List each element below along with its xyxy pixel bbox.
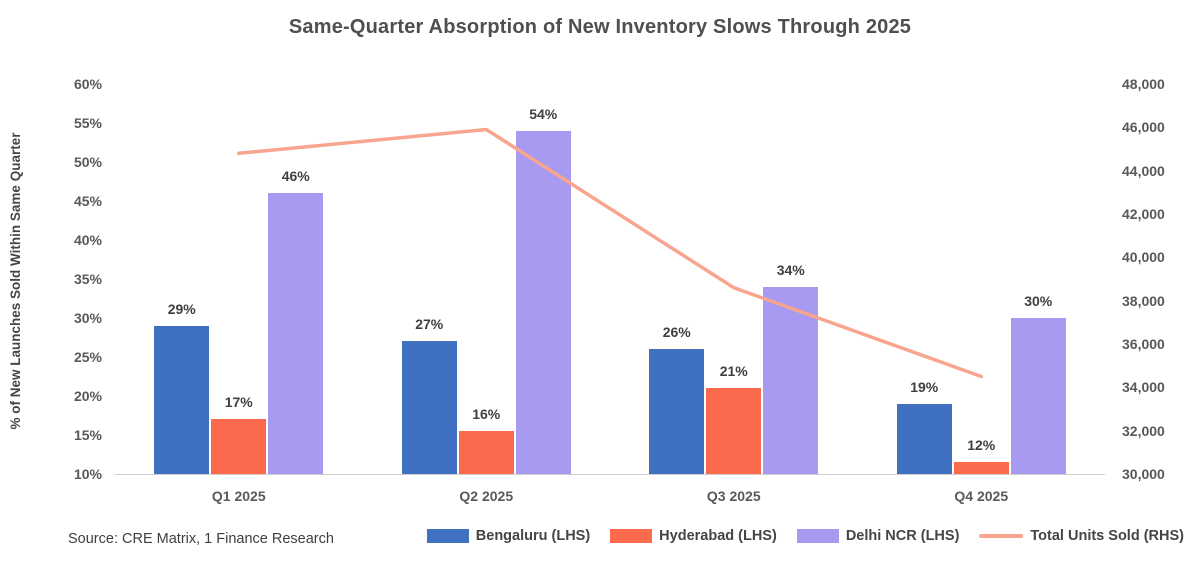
legend-line-icon [979,534,1024,538]
plot-area [115,84,1105,475]
legend-item: Total Units Sold (RHS) [979,528,1184,544]
source-note: Source: CRE Matrix, 1 Finance Research [68,531,334,547]
left-axis-tick: 25% [73,349,102,365]
x-axis-label: Q1 2025 [211,488,266,504]
bar-data-label: 34% [776,261,805,278]
legend-label: Delhi NCR (LHS) [845,528,960,544]
right-axis-tick: 30,000 [1122,466,1165,482]
right-axis-tick: 34,000 [1122,379,1165,396]
legend-item: Delhi NCR (LHS) [796,528,960,544]
bar-delhi-ncr-lhs [268,193,324,474]
bar-data-label: 29% [167,300,196,317]
bar-bengaluru-lhs [649,349,705,474]
bar-data-label: 46% [281,168,310,185]
left-axis-tick: 45% [73,193,102,209]
left-axis-tick: 10% [73,466,102,482]
bar-delhi-ncr-lhs [1010,318,1066,474]
bar-data-label: 27% [415,316,444,333]
legend-swatch-icon [426,529,469,543]
left-axis-tick: 55% [73,115,102,131]
bar-data-label: 16% [472,406,501,423]
bar-bengaluru-lhs [896,403,952,474]
right-axis-tick: 42,000 [1122,206,1165,222]
legend-swatch-icon [610,529,653,543]
bar-hyderabad-lhs [706,388,762,474]
bar-data-label: 26% [662,324,691,341]
legend: Bengaluru (LHS) Hyderabad (LHS) Delhi NCR … [426,528,1184,544]
bar-delhi-ncr-lhs [515,130,571,474]
bar-data-label: 54% [529,105,558,122]
left-axis-tick: 20% [73,388,102,404]
x-axis-label: Q4 2025 [954,488,1009,504]
left-axis-tick: 15% [73,427,102,443]
left-axis-tick: 35% [73,271,102,287]
legend-item: Bengaluru (LHS) [426,528,591,544]
legend-item: Hyderabad (LHS) [610,528,777,544]
bar-bengaluru-lhs [154,325,210,474]
right-axis-tick: 46,000 [1122,119,1165,136]
right-axis-tick: 40,000 [1122,249,1165,266]
bar-data-label: 12% [967,437,996,454]
legend-label: Bengaluru (LHS) [475,528,591,544]
right-axis-tick: 32,000 [1122,422,1165,439]
bar-data-label: 30% [1024,293,1053,309]
bar-hyderabad-lhs [953,462,1009,474]
legend-swatch-icon [796,529,839,543]
right-axis-tick: 36,000 [1122,336,1165,352]
bar-data-label: 21% [719,363,748,380]
right-axis-tick: 48,000 [1122,76,1165,92]
bar-hyderabad-lhs [211,419,267,474]
x-axis-label: Q3 2025 [706,488,761,504]
left-axis-tick: 50% [73,154,102,170]
chart-title: Same-Quarter Absorption of New Inventory… [288,16,912,38]
x-axis-label: Q2 2025 [459,488,514,504]
bar-bengaluru-lhs [401,341,457,474]
bar-hyderabad-lhs [458,431,514,474]
legend-label: Total Units Sold (RHS) [1030,528,1184,544]
left-axis-tick: 40% [73,232,102,248]
left-axis-tick: 30% [73,310,102,326]
left-axis-tick: 60% [73,76,102,92]
right-axis-tick: 38,000 [1122,292,1165,309]
bar-data-label: 19% [910,378,939,395]
bar-delhi-ncr-lhs [763,286,819,474]
legend-label: Hyderabad (LHS) [659,528,777,544]
bar-data-label: 17% [224,394,253,411]
footer-row: Source: CRE Matrix, 1 Finance Research B… [0,524,1200,558]
right-axis-tick: 44,000 [1122,162,1165,179]
